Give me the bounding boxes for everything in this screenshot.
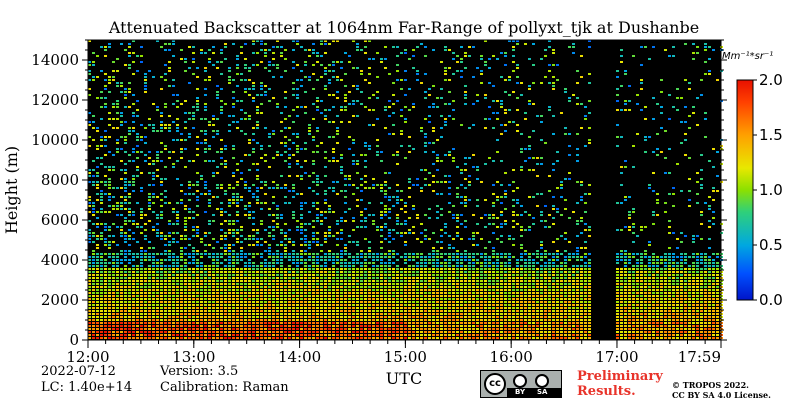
colorbar-tick-label: 0.0 <box>759 291 783 309</box>
preliminary-line2: Results. <box>577 384 636 399</box>
y-tick-label: 0 <box>69 331 79 349</box>
chart-title: Attenuated Backscatter at 1064nm Far-Ran… <box>108 18 699 37</box>
colorbar-label: Mm⁻¹*sr⁻¹ <box>722 51 773 62</box>
by-person-icon <box>513 374 527 388</box>
copyright-note: © TROPOS 2022. CC BY SA 4.0 License. <box>672 380 771 400</box>
sa-share-icon <box>535 374 549 388</box>
y-tick-label: 6000 <box>41 211 79 229</box>
y-tick-label: 4000 <box>41 251 79 269</box>
colorbar <box>736 79 754 301</box>
version-label: Version: 3.5 <box>160 364 239 379</box>
copyright-line1: © TROPOS 2022. <box>672 380 749 390</box>
preliminary-results-note: Preliminary Results. <box>577 369 663 399</box>
colorbar-tick-label: 2.0 <box>759 71 783 89</box>
colorbar-tick-label: 0.5 <box>759 236 783 254</box>
colorbar-ticks: 0.0 0.5 1.0 1.5 2.0 <box>753 71 783 309</box>
calibration-label: Calibration: Raman <box>160 380 289 395</box>
y-tick-label: 8000 <box>41 171 79 189</box>
cc-icon: cc <box>484 373 506 395</box>
lc-label: LC: 1.40e+14 <box>41 380 133 395</box>
y-tick-label: 12000 <box>31 91 79 109</box>
x-tick-label: 17:59 <box>678 348 721 366</box>
heatmap <box>88 40 723 339</box>
by-label: BY <box>515 388 526 396</box>
colorbar-tick-label: 1.5 <box>759 126 783 144</box>
x-tick-label: 14:00 <box>278 348 321 366</box>
x-tick-label: 12:00 <box>66 348 109 366</box>
x-tick-label: 13:00 <box>172 348 215 366</box>
x-tick-label: 15:00 <box>384 348 427 366</box>
y-axis: 0 2000 4000 6000 8000 10000 12000 14000 <box>31 39 727 349</box>
y-axis-label: Height (m) <box>2 146 21 234</box>
copyright-line2: CC BY SA 4.0 License. <box>672 390 771 400</box>
y-tick-label: 2000 <box>41 291 79 309</box>
x-axis: 12:00 13:00 14:00 15:00 16:00 17:00 17:59 <box>66 340 722 366</box>
y-tick-label: 10000 <box>31 131 79 149</box>
x-tick-label: 17:00 <box>595 348 638 366</box>
date-label: 2022-07-12 <box>41 364 116 379</box>
y-tick-label: 14000 <box>31 51 79 69</box>
cc-icon-text: cc <box>489 378 501 389</box>
cc-by-sa-badge: cc BY SA <box>480 370 562 398</box>
cc-badge-band: BY SA <box>507 388 561 397</box>
preliminary-line1: Preliminary <box>577 369 663 384</box>
x-axis-label: UTC <box>386 369 422 388</box>
colorbar-tick-label: 1.0 <box>759 181 783 199</box>
x-tick-label: 16:00 <box>490 348 533 366</box>
sa-label: SA <box>537 388 548 396</box>
